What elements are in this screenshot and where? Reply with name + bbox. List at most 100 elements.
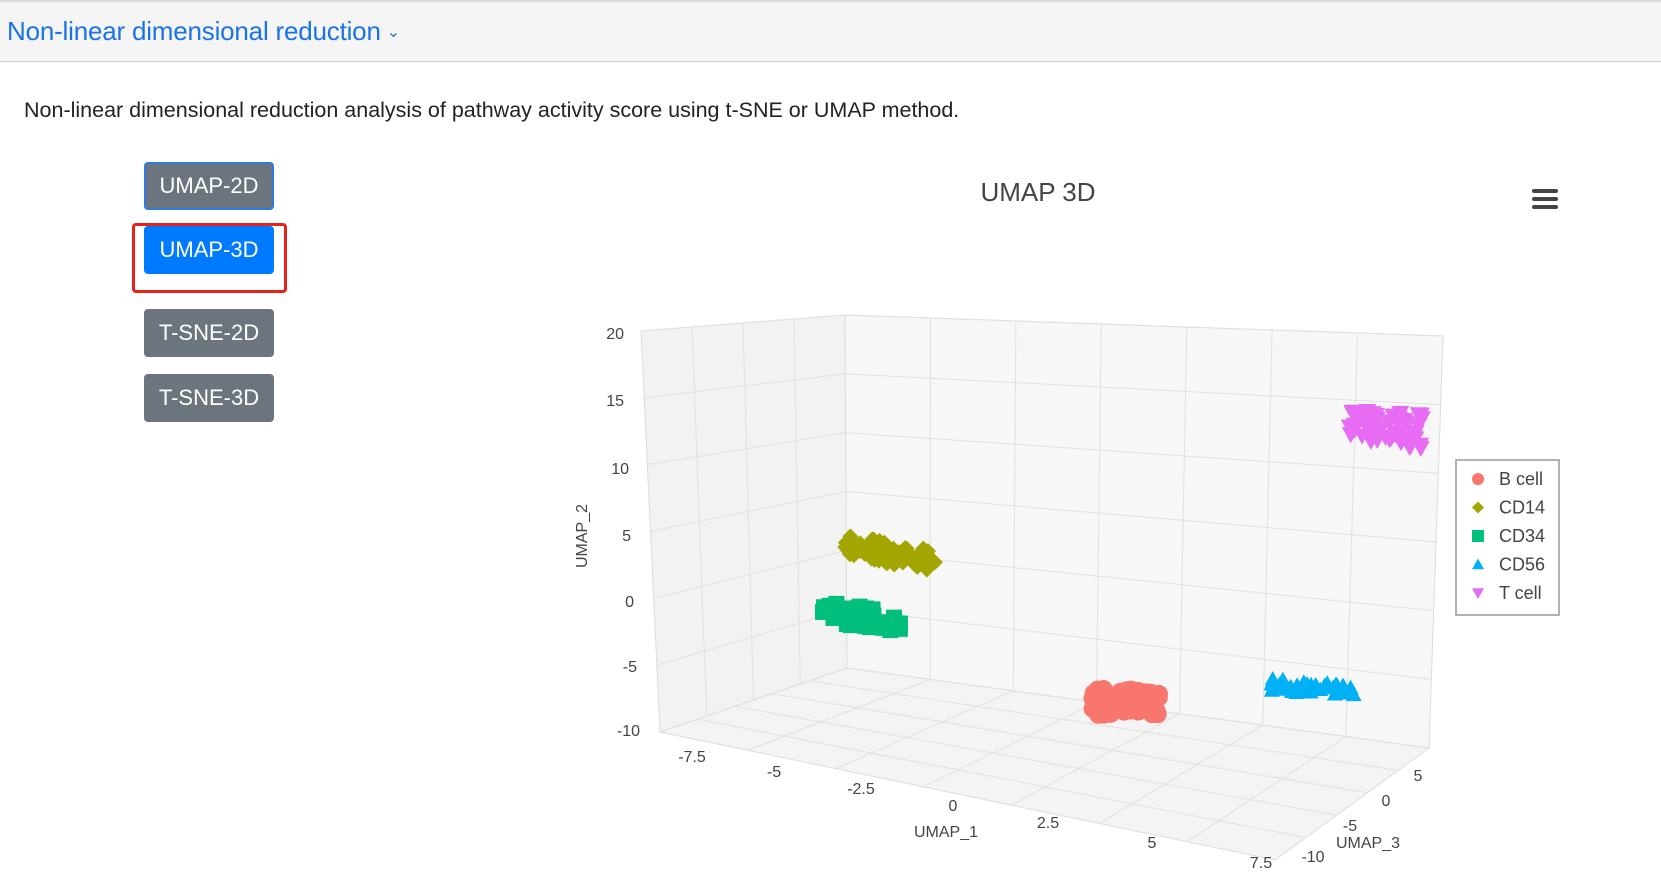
data-point — [1385, 409, 1404, 426]
x-tick: 7.5 — [1250, 855, 1272, 872]
y-tick: -5 — [623, 659, 637, 676]
legend-item[interactable]: CD34 — [1472, 526, 1545, 546]
grid-line — [845, 373, 1441, 406]
section-title-dropdown[interactable]: Non-linear dimensional reduction ⌄ — [7, 16, 400, 47]
legend-label: CD14 — [1499, 498, 1545, 518]
data-point — [1319, 675, 1336, 690]
data-point — [1326, 686, 1343, 701]
grid-line — [734, 705, 1337, 816]
data-point — [1345, 422, 1364, 439]
cluster-cd56 — [1263, 670, 1362, 702]
section-title-text: Non-linear dimensional reduction — [7, 16, 381, 46]
data-point — [1381, 429, 1400, 447]
data-point — [1264, 670, 1281, 686]
data-point — [882, 617, 899, 634]
grid-line — [1011, 713, 1180, 806]
data-point — [867, 536, 884, 553]
grid-line — [923, 701, 1097, 788]
x-tick: -7.5 — [678, 749, 706, 766]
legend-item[interactable]: CD14 — [1472, 498, 1545, 518]
y-tick: 0 — [625, 594, 634, 611]
section-description: Non-linear dimensional reduction analysi… — [24, 98, 960, 122]
data-point — [869, 614, 886, 631]
legend-marker — [1472, 588, 1484, 599]
z-tick: 5 — [1414, 768, 1423, 785]
legend-items: B cell CD14 CD34 CD56 T cell — [1472, 469, 1545, 603]
data-point — [1094, 680, 1113, 699]
grid-line — [809, 680, 1399, 771]
legend-label: T cell — [1499, 583, 1542, 603]
z-tick: -10 — [1301, 849, 1324, 866]
data-point — [1397, 415, 1416, 432]
section-header: Non-linear dimensional reduction ⌄ — [0, 0, 1661, 62]
grid-line — [1012, 320, 1017, 691]
legend-marker — [1472, 473, 1484, 485]
legend-label: CD56 — [1499, 555, 1545, 575]
grid-line — [835, 690, 1014, 770]
data-point — [1295, 674, 1312, 689]
data-point — [1263, 682, 1280, 697]
grid-line — [1095, 323, 1102, 703]
data-point — [1282, 678, 1299, 694]
umap-3d-button[interactable]: UMAP-3D — [144, 226, 274, 274]
y-tick: 20 — [606, 326, 624, 343]
z-axis-title: UMAP_3 — [1336, 835, 1400, 852]
cluster-b-cell — [1083, 680, 1168, 724]
x-tick: -5 — [767, 764, 781, 781]
y-tick: -10 — [617, 723, 640, 740]
y-axis-title: UMAP_2 — [574, 504, 591, 568]
grid-line — [772, 693, 1368, 794]
data-point — [1368, 432, 1387, 449]
cluster-t-cell — [1340, 404, 1431, 458]
grid-line — [793, 318, 801, 685]
grid-line — [1345, 332, 1359, 737]
data-point — [1116, 690, 1135, 709]
tsne-2d-button[interactable]: T-SNE-2D — [144, 309, 274, 357]
grid-line — [1179, 326, 1188, 714]
data-point — [1392, 429, 1411, 446]
data-point — [1358, 404, 1377, 421]
data-point — [885, 540, 902, 557]
grid-line — [742, 322, 754, 701]
data-point — [1406, 431, 1425, 448]
umap-2d-button[interactable]: UMAP-2D — [144, 162, 274, 210]
data-point — [870, 552, 887, 569]
data-point — [1343, 404, 1362, 421]
tsne-3d-button[interactable]: T-SNE-3D — [144, 374, 274, 422]
grid-line — [691, 326, 708, 717]
y-tick: 5 — [622, 528, 631, 545]
legend-item[interactable]: T cell — [1472, 583, 1542, 603]
x-axis-ticks: -7.5 -5 -2.5 0 2.5 5 7.5 — [678, 749, 1272, 872]
cluster-cd14 — [837, 528, 943, 578]
data-point — [1411, 407, 1430, 424]
chevron-down-icon: ⌄ — [386, 24, 400, 41]
x-axis-title: UMAP_1 — [914, 824, 978, 841]
y-tick: 10 — [611, 461, 629, 478]
x-tick: -2.5 — [847, 781, 875, 798]
legend-label: CD34 — [1499, 526, 1545, 546]
legend-marker — [1472, 558, 1484, 570]
grid-line — [846, 549, 1434, 612]
hamburger-menu-icon[interactable] — [1532, 189, 1558, 209]
data-point — [842, 531, 859, 548]
grid-line — [846, 608, 1432, 680]
legend-item[interactable]: CD56 — [1472, 555, 1545, 575]
y-tick: 15 — [606, 393, 624, 410]
plot-3d-scene[interactable] — [640, 314, 1444, 861]
cluster-cd34 — [815, 595, 908, 639]
grid-line — [697, 718, 1306, 839]
data-point — [851, 608, 868, 625]
data-point — [846, 543, 863, 560]
grid-line — [1186, 736, 1347, 843]
data-point — [823, 603, 840, 620]
z-axis-ticks: 5 0 -5 -10 — [1301, 768, 1422, 866]
grid-line — [1099, 724, 1263, 824]
data-point — [1083, 699, 1102, 718]
chart-legend: B cell CD14 CD34 CD56 T cell — [1455, 459, 1560, 616]
data-point — [1334, 677, 1351, 692]
legend-label: B cell — [1499, 469, 1543, 489]
chart-title: UMAP 3D — [980, 177, 1095, 207]
grid-line — [845, 432, 1439, 474]
legend-item[interactable]: B cell — [1472, 469, 1543, 489]
